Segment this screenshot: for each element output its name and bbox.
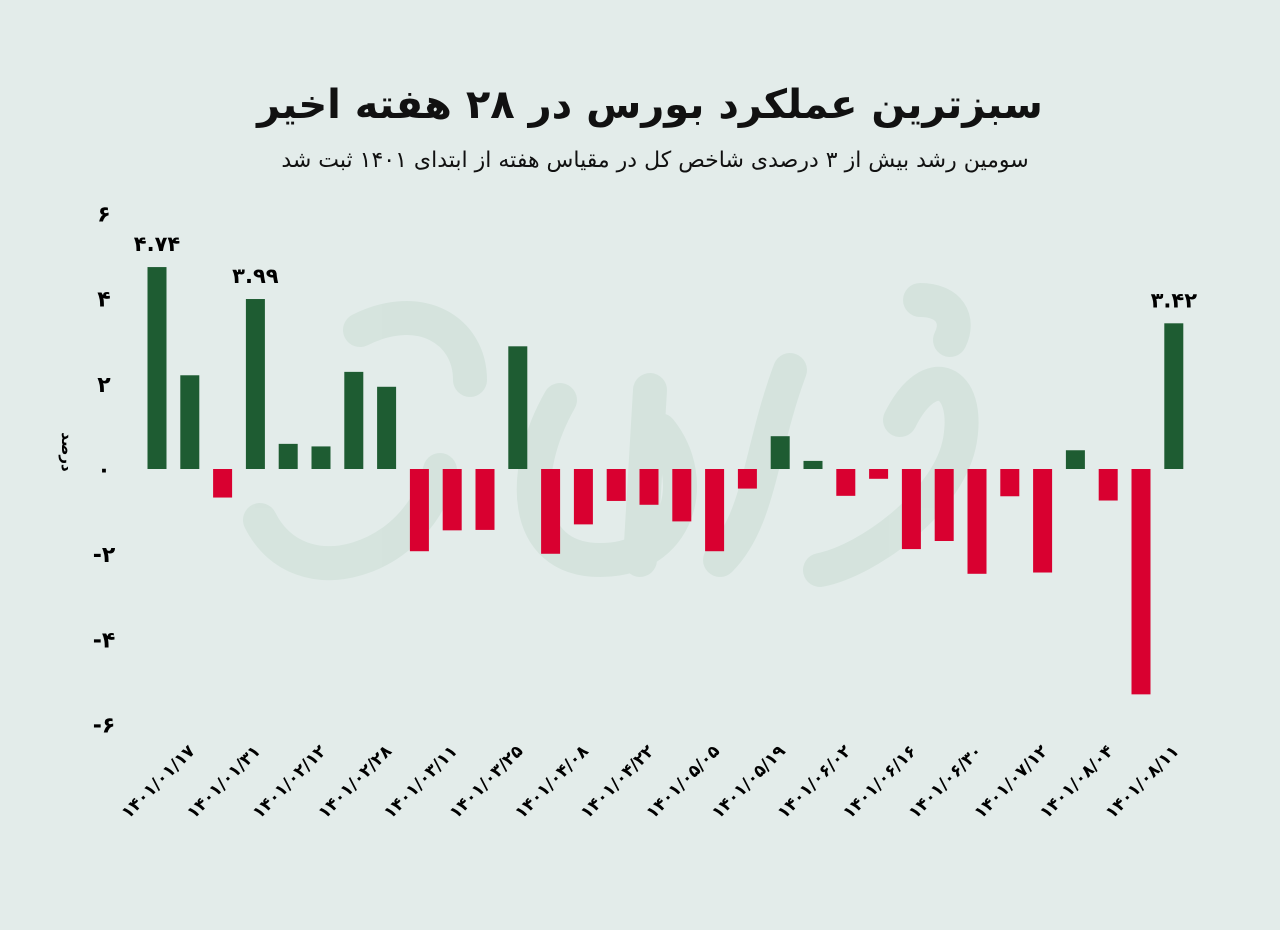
bar	[278, 443, 298, 469]
bar	[1164, 323, 1184, 469]
chart-title: سبزترین عملکرد بورس در ۲۸ هفته اخیر	[257, 82, 1043, 128]
bar	[573, 469, 593, 525]
watermark-stroke	[903, 283, 971, 357]
bar	[147, 267, 167, 469]
bar	[1131, 469, 1151, 695]
bar	[1065, 450, 1085, 469]
bar	[737, 469, 757, 489]
y-tick-label: -۴	[93, 628, 116, 653]
data-label: ۳.۹۹	[232, 264, 279, 288]
bar	[245, 299, 265, 469]
data-label: ۳.۴۲	[1151, 288, 1198, 312]
chart-subtitle: سومین رشد بیش از ۳ درصدی شاخص کل در مقیا…	[281, 148, 1029, 173]
bar	[705, 469, 725, 552]
bar	[475, 469, 495, 530]
y-tick-label: ۴	[97, 288, 110, 313]
bar	[770, 436, 790, 469]
y-tick-label: -۶	[93, 714, 116, 739]
bar	[442, 469, 462, 531]
bar	[803, 460, 823, 469]
bar	[639, 469, 659, 505]
data-label: ۴.۷۴	[134, 232, 181, 256]
bar	[672, 469, 692, 522]
y-tick-label: ۶	[97, 202, 110, 227]
watermark-logo	[243, 283, 979, 587]
bar	[344, 371, 364, 469]
bar	[967, 469, 987, 574]
bar	[541, 469, 561, 554]
bar	[869, 469, 889, 479]
watermark-stroke	[343, 301, 487, 397]
bar	[1000, 469, 1020, 497]
bar	[508, 346, 528, 469]
y-tick-label: ۰	[97, 458, 110, 483]
y-tick-label: -۲	[93, 543, 116, 568]
bar	[213, 469, 233, 498]
bar	[836, 469, 856, 496]
y-tick-label: ۲	[97, 373, 111, 398]
bar	[901, 469, 921, 550]
bar	[606, 469, 626, 501]
bar	[409, 469, 429, 552]
bar	[934, 469, 954, 541]
bar	[1098, 469, 1118, 501]
watermark-stroke	[703, 353, 807, 577]
bar	[1033, 469, 1053, 573]
bar	[377, 386, 397, 469]
bar	[180, 375, 200, 469]
bar	[311, 446, 331, 469]
y-axis-label: درصد	[58, 432, 76, 472]
watermark-stroke	[803, 366, 979, 587]
